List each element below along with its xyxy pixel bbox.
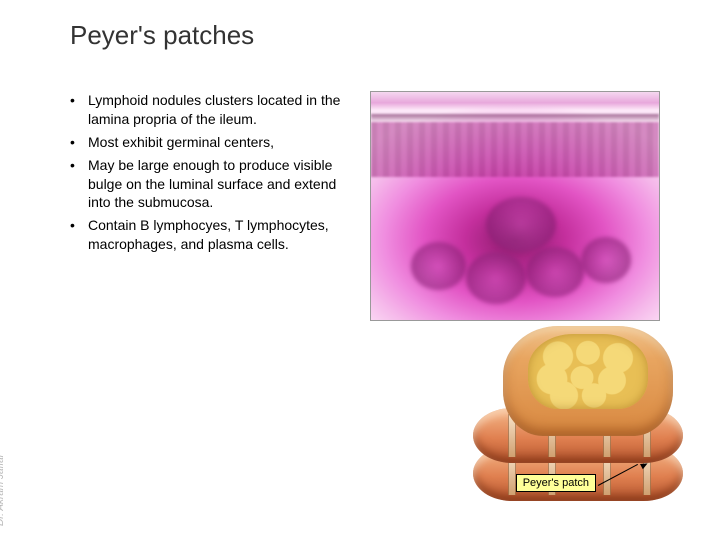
histology-nodule	[581, 237, 631, 283]
bullet-item: May be large enough to produce visible b…	[70, 156, 355, 213]
bullet-item: Lymphoid nodules clusters located in the…	[70, 91, 355, 129]
histology-nodule	[411, 242, 466, 290]
histology-villi-band	[371, 122, 659, 177]
bullet-item: Contain B lymphocyes, T lymphocytes, mac…	[70, 216, 355, 254]
page-title: Peyer's patches	[70, 20, 728, 51]
peyers-patch-surface	[528, 334, 648, 409]
intestine-cut-open	[503, 326, 673, 436]
slide: Peyer's patches Lymphoid nodules cluster…	[0, 0, 728, 546]
content-row: Lymphoid nodules clusters located in the…	[70, 91, 728, 321]
histology-nodule	[466, 252, 526, 304]
histology-image	[370, 91, 660, 321]
bullet-list: Lymphoid nodules clusters located in the…	[70, 91, 370, 258]
histology-nodule	[486, 197, 556, 252]
author-credit: Dr. Akram Jaffar	[0, 454, 6, 526]
histology-nodule	[526, 247, 584, 297]
callout-label-box: Peyer's patch	[516, 474, 596, 492]
bullet-item: Most exhibit germinal centers,	[70, 133, 355, 152]
